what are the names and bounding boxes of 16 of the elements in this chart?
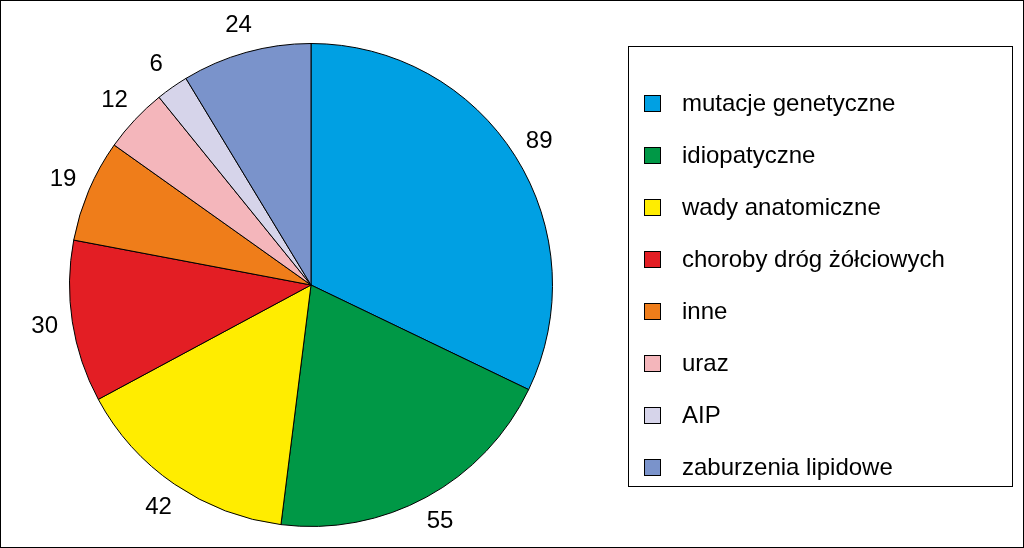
legend-label: choroby dróg żółciowych	[682, 245, 945, 273]
legend-label: wady anatomiczne	[682, 193, 881, 221]
data-label: 42	[145, 491, 172, 519]
data-label: 30	[31, 310, 58, 338]
data-label: 6	[149, 49, 163, 77]
legend-label: mutacje genetyczne	[682, 89, 896, 117]
legend-label: AIP	[682, 401, 721, 429]
legend-label: inne	[682, 297, 728, 325]
data-label: 55	[426, 506, 454, 534]
data-label: 24	[225, 10, 252, 38]
data-label: 89	[525, 126, 553, 154]
legend-label: uraz	[682, 349, 729, 377]
legend-label: idiopatyczne	[682, 141, 816, 169]
legend-label: zaburzenia lipidowe	[682, 453, 893, 481]
data-label: 19	[49, 164, 77, 192]
data-label: 12	[101, 85, 128, 113]
